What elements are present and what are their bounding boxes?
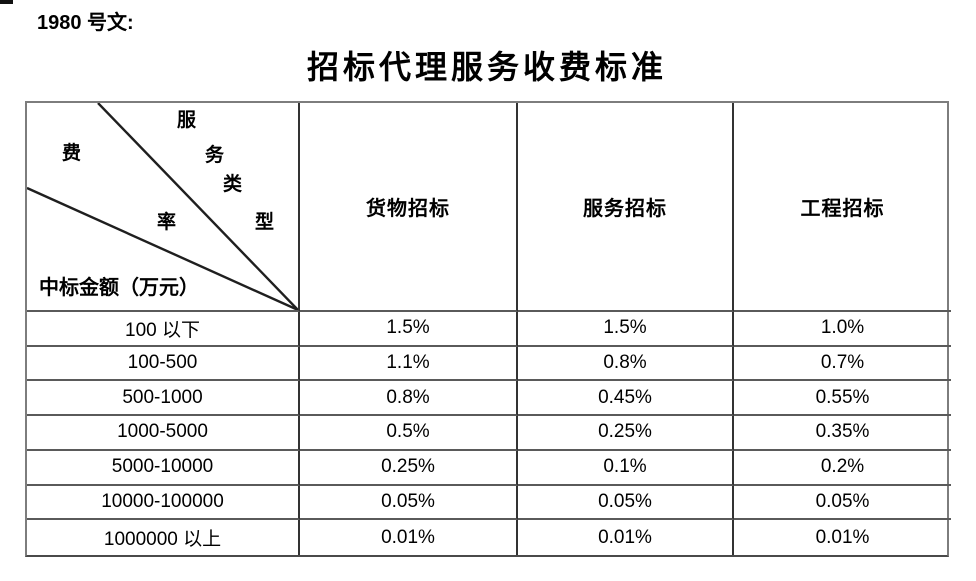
row-label-amount-range: 1000-5000 <box>27 416 300 451</box>
row-label-amount-range: 100 以下 <box>27 312 300 347</box>
row-label-amount-range: 100-500 <box>27 346 300 382</box>
column-header-engineering-bidding: 工程招标 <box>734 103 951 312</box>
fee-value-cell: 0.55% <box>734 381 951 417</box>
fee-value-cell: 1.5% <box>300 312 518 347</box>
fee-value-cell: 0.8% <box>518 346 734 382</box>
column-header-goods-bidding: 货物招标 <box>300 103 518 312</box>
fee-value-cell: 1.5% <box>518 312 734 347</box>
fee-value-cell: 0.7% <box>734 347 951 382</box>
fee-value-cell: 0.8% <box>300 381 518 417</box>
row-label-amount-range: 1000000 以上 <box>27 520 300 555</box>
fee-value-cell: 1.1% <box>300 346 518 382</box>
corner-label-service-type-char: 务 <box>205 145 225 166</box>
fee-value-cell: 0.2% <box>734 451 951 486</box>
fee-value-cell: 0.05% <box>734 486 951 521</box>
corner-label-fee-rate-char: 率 <box>157 212 177 233</box>
fee-value-cell: 0.25% <box>300 450 518 486</box>
fee-table: 服 务 类 型 费 率 中标金额（万元） 货物招标 服务招标 工程招标 100 … <box>25 101 951 557</box>
scan-artifact <box>0 0 13 4</box>
corner-label-service-type-char: 型 <box>255 212 275 233</box>
fee-value-cell: 0.25% <box>518 416 734 451</box>
fee-value-cell: 0.01% <box>300 520 518 555</box>
doc-reference-label: 1980 号文: <box>37 12 134 34</box>
corner-label-fee-rate-char: 费 <box>62 143 82 164</box>
diagonal-divider-lines <box>27 103 298 310</box>
row-label-amount-range: 5000-10000 <box>27 450 300 486</box>
table-corner-cell: 服 务 类 型 费 率 中标金额（万元） <box>27 103 300 312</box>
page-title: 招标代理服务收费标准 <box>306 49 667 85</box>
row-label-amount-range: 10000-100000 <box>27 485 300 521</box>
fee-value-cell: 0.01% <box>815 526 870 548</box>
fee-value-cell: 0.01% <box>518 520 734 555</box>
fee-value-cell: 0.45% <box>518 381 734 417</box>
corner-label-service-type-char: 类 <box>223 174 243 195</box>
fee-value-cell: 0.05% <box>518 485 734 521</box>
fee-value-cell: 1.0% <box>734 312 951 347</box>
corner-label-bid-amount: 中标金额（万元） <box>39 277 199 299</box>
column-header-service-bidding: 服务招标 <box>518 103 734 312</box>
fee-value-cell: 0.1% <box>518 450 734 486</box>
fee-value-cell: 0.5% <box>300 416 518 451</box>
fee-value-cell: 0.35% <box>734 416 951 451</box>
corner-label-service-type-char: 服 <box>177 110 197 131</box>
row-label-amount-range: 500-1000 <box>27 381 300 417</box>
fee-value-cell: 0.05% <box>300 485 518 521</box>
